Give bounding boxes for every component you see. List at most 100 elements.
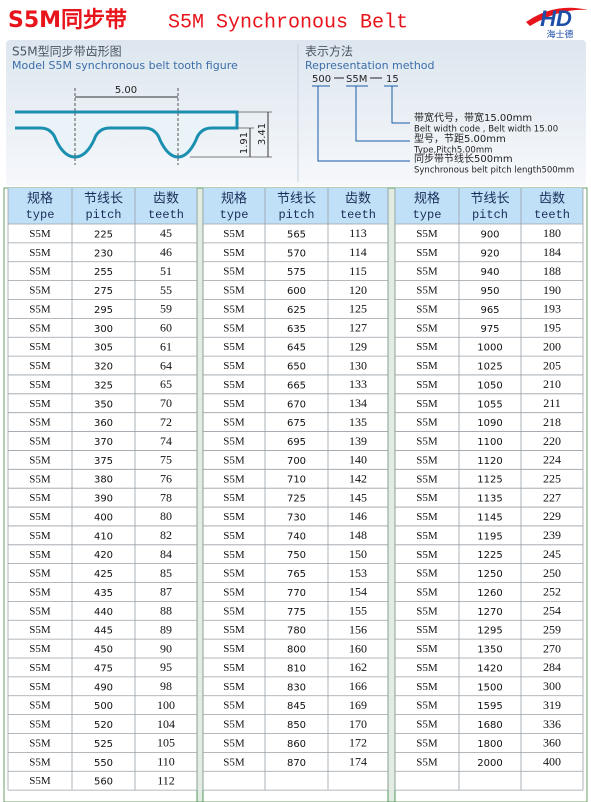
- header-en: type: [220, 208, 249, 222]
- cell-pitch: 500: [94, 701, 113, 712]
- cell-teeth: 284: [543, 660, 561, 674]
- cell-pitch: 1100: [477, 437, 502, 448]
- cell-type: S5M: [29, 662, 51, 674]
- cell-pitch: 975: [480, 324, 499, 335]
- cell-pitch: 1145: [477, 512, 502, 523]
- cell-type: S5M: [223, 285, 245, 297]
- cell-pitch: 1125: [477, 475, 502, 486]
- cell-type: S5M: [416, 662, 438, 674]
- cell-pitch: 380: [94, 475, 113, 486]
- figure-subtitle: Model S5M synchronous belt tooth figure: [12, 59, 238, 72]
- cell-pitch: 525: [94, 739, 113, 750]
- cell-type: S5M: [223, 303, 245, 315]
- logo: HD: [540, 6, 572, 31]
- cell-teeth: 200: [543, 339, 561, 353]
- cell-type: S5M: [29, 285, 51, 297]
- cell-teeth: 129: [349, 339, 367, 353]
- cell-type: S5M: [416, 228, 438, 240]
- cell-pitch: 670: [287, 399, 306, 410]
- cell-type: S5M: [29, 700, 51, 712]
- cell-teeth: 45: [160, 226, 172, 240]
- cell-pitch: 350: [94, 399, 113, 410]
- header-en: pitch: [472, 208, 508, 222]
- cell-teeth: 190: [543, 283, 561, 297]
- cell-type: S5M: [223, 568, 245, 580]
- cell-pitch: 1680: [477, 720, 502, 731]
- cell-type: S5M: [223, 549, 245, 561]
- cell-pitch: 1800: [477, 739, 502, 750]
- code-type: S5M: [346, 74, 367, 85]
- cell-pitch: 325: [94, 380, 113, 391]
- cell-pitch: 740: [287, 531, 306, 542]
- cell-teeth: 65: [160, 377, 172, 391]
- cell-type: S5M: [223, 605, 245, 617]
- cell-type: S5M: [416, 341, 438, 353]
- cell-teeth: 205: [543, 358, 561, 372]
- cell-teeth: 139: [349, 434, 367, 448]
- cell-pitch: 780: [287, 626, 306, 637]
- group-separator: [196, 187, 204, 802]
- cell-teeth: 156: [349, 622, 367, 636]
- cell-teeth: 227: [543, 490, 561, 504]
- cell-pitch: 400: [94, 512, 113, 523]
- cell-type: S5M: [223, 737, 245, 749]
- group-separator: [387, 187, 396, 802]
- cell-teeth: 160: [349, 641, 367, 655]
- cell-type: S5M: [223, 586, 245, 598]
- cell-pitch: 450: [94, 645, 113, 656]
- cell-type: S5M: [29, 436, 51, 448]
- cell-type: S5M: [29, 775, 51, 787]
- cell-pitch: 750: [287, 550, 306, 561]
- cell-type: S5M: [29, 341, 51, 353]
- figure-panel: [6, 40, 586, 186]
- cell-pitch: 390: [94, 494, 113, 505]
- cell-pitch: 1350: [477, 645, 502, 656]
- cell-pitch: 1250: [477, 569, 502, 580]
- header-cn: 规格: [414, 191, 440, 207]
- cell-teeth: 180: [543, 226, 561, 240]
- cell-teeth: 220: [543, 434, 561, 448]
- cell-type: S5M: [416, 737, 438, 749]
- cell-type: S5M: [29, 360, 51, 372]
- header-en: pitch: [85, 208, 121, 222]
- cell-pitch: 775: [287, 607, 306, 618]
- pitch-dimension: 5.00: [115, 85, 137, 96]
- cell-pitch: 475: [94, 663, 113, 674]
- cell-teeth: 360: [543, 736, 561, 750]
- cell-teeth: 169: [349, 698, 367, 712]
- header-cn: 规格: [221, 191, 247, 207]
- cell-type: S5M: [29, 568, 51, 580]
- cell-pitch: 940: [480, 267, 499, 278]
- tooth-height: 1.91: [239, 132, 250, 154]
- cell-pitch: 600: [287, 286, 306, 297]
- note-en: Synchronous belt pitch length500mm: [414, 166, 574, 176]
- header-cn: 节线长: [277, 192, 316, 207]
- cell-pitch: 1000: [477, 343, 502, 354]
- code-width: 15: [386, 74, 399, 85]
- cell-teeth: 46: [160, 245, 172, 259]
- cell-teeth: 142: [349, 471, 367, 485]
- cell-pitch: 255: [94, 267, 113, 278]
- cell-pitch: 550: [94, 758, 113, 769]
- cell-type: S5M: [223, 643, 245, 655]
- cell-teeth: 87: [160, 585, 172, 599]
- cell-teeth: 245: [543, 547, 561, 561]
- representation-subtitle: Representation method: [305, 59, 435, 72]
- cell-type: S5M: [223, 473, 245, 485]
- cell-teeth: 82: [160, 528, 172, 542]
- header-bg: [8, 188, 197, 224]
- cell-teeth: 134: [349, 396, 367, 410]
- cell-teeth: 104: [157, 717, 175, 731]
- cell-teeth: 336: [543, 717, 561, 731]
- cell-teeth: 61: [160, 339, 172, 353]
- cell-teeth: 100: [157, 698, 175, 712]
- cell-pitch: 360: [94, 418, 113, 429]
- cell-type: S5M: [29, 379, 51, 391]
- cell-type: S5M: [29, 454, 51, 466]
- cell-pitch: 845: [287, 701, 306, 712]
- cell-teeth: 140: [349, 453, 367, 467]
- cell-teeth: 211: [543, 396, 561, 410]
- cell-type: S5M: [223, 417, 245, 429]
- cell-pitch: 1295: [477, 626, 502, 637]
- cell-pitch: 700: [287, 456, 306, 467]
